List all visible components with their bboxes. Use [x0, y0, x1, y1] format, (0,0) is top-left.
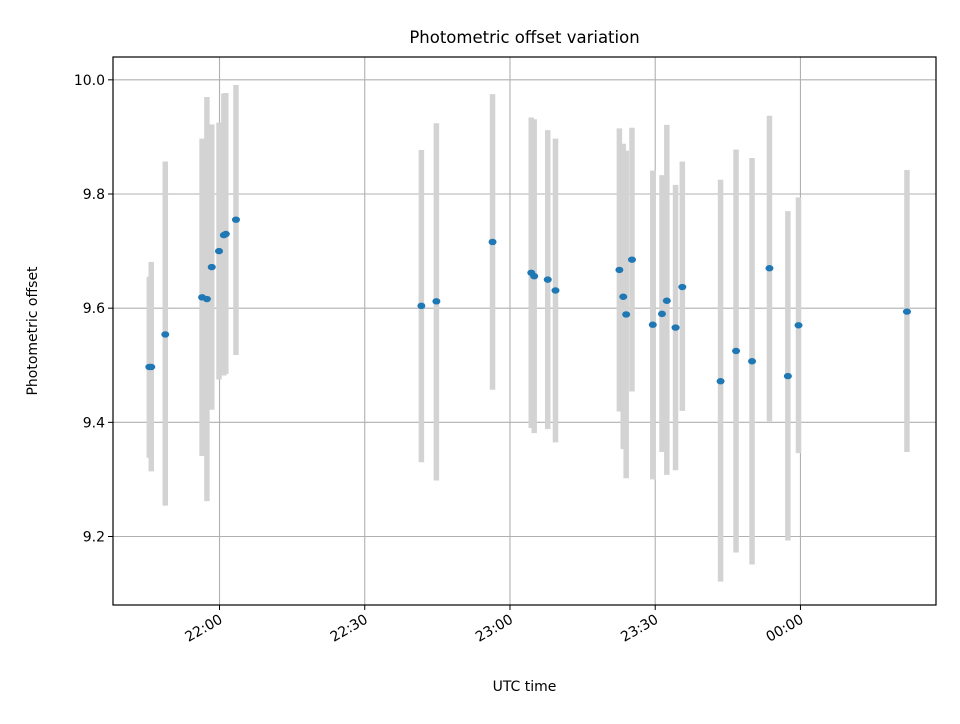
data-point — [543, 276, 552, 283]
data-point — [794, 322, 803, 329]
data-point — [619, 293, 628, 300]
data-point — [783, 372, 792, 380]
data-point — [417, 302, 426, 310]
data-point — [147, 363, 156, 371]
data-point — [202, 295, 211, 303]
data-point — [622, 311, 631, 318]
data-point — [432, 298, 441, 305]
data-point — [678, 283, 687, 291]
y-tick-label: 9.4 — [83, 415, 105, 431]
y-tick-label: 9.8 — [83, 187, 105, 203]
data-point — [215, 247, 224, 255]
data-point — [657, 310, 666, 318]
plot-frame — [112, 56, 937, 606]
y-tick-label: 9.6 — [83, 301, 105, 317]
data-point — [488, 238, 497, 246]
x-axis-label: UTC time — [493, 679, 557, 695]
data-point — [671, 324, 680, 331]
data-point — [161, 331, 170, 338]
y-tick-label: 10.0 — [74, 73, 105, 89]
y-axis-ticks: 9.2 9.4 9.6 9.8 10.0 — [74, 73, 113, 546]
chart-title: Photometric offset variation — [409, 28, 639, 47]
data-point — [748, 358, 757, 365]
y-axis-label: Photometric offset — [25, 266, 41, 396]
data-points — [145, 216, 911, 385]
data-point — [231, 216, 240, 223]
data-point — [615, 266, 624, 274]
data-point — [207, 263, 216, 271]
data-point — [662, 297, 671, 304]
data-point — [765, 265, 774, 272]
data-point — [902, 308, 911, 315]
y-tick-label: 9.2 — [83, 530, 105, 546]
data-point — [530, 273, 539, 280]
data-point — [551, 287, 560, 294]
data-point — [732, 347, 741, 355]
data-point — [648, 321, 657, 328]
data-point — [627, 256, 636, 263]
data-point — [221, 230, 230, 238]
data-point — [716, 378, 725, 385]
